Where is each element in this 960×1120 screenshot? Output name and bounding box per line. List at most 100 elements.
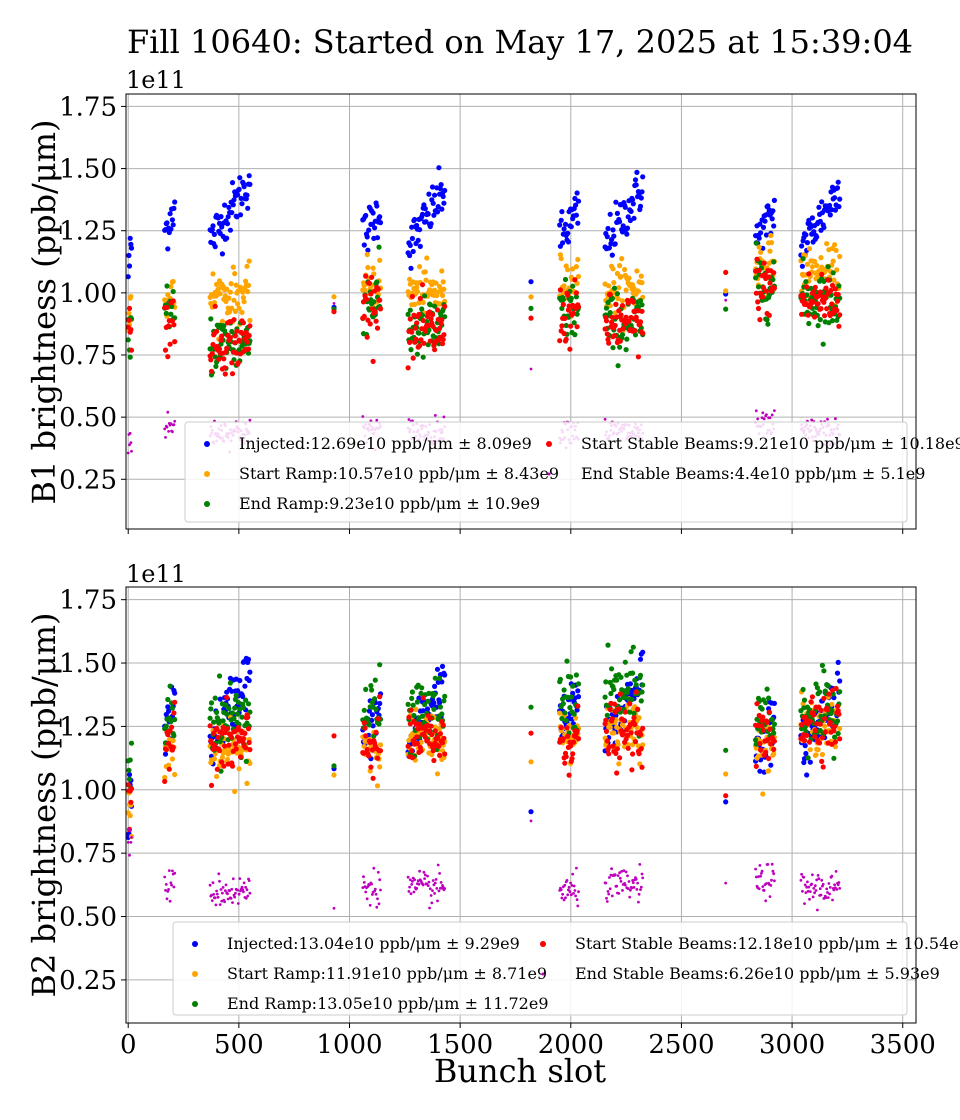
scatter-point [754, 409, 758, 413]
scatter-point [571, 320, 577, 326]
scatter-point [377, 220, 384, 226]
scatter-point [614, 270, 621, 277]
scatter-point [759, 874, 762, 878]
scatter-point [363, 733, 369, 739]
scatter-point [814, 889, 818, 892]
scatter-point [418, 337, 424, 343]
scatter-point [427, 880, 431, 884]
y-tick-label: 0.25 [59, 465, 117, 495]
scatter-point [822, 716, 828, 722]
scatter-point [237, 351, 244, 357]
scatter-point [362, 287, 368, 293]
legend-label: Injected:12.69e10 ppb/μm ± 8.09e9 [239, 434, 532, 453]
scatter-point [368, 764, 374, 770]
scatter-point [213, 363, 219, 369]
scatter-point [428, 723, 434, 729]
scatter-point [753, 290, 759, 296]
scatter-point [803, 279, 809, 285]
scatter-point [818, 255, 824, 261]
scatter-point [635, 308, 641, 314]
scatter-point [624, 336, 630, 342]
scatter-point [421, 883, 425, 887]
scatter-point [230, 264, 236, 270]
scatter-point [621, 889, 624, 892]
scatter-point [247, 669, 253, 675]
scatter-point [771, 270, 777, 276]
scatter-point [126, 767, 132, 773]
scatter-point [420, 317, 426, 324]
scatter-point [819, 893, 823, 897]
b2-offset-label: 1e11 [126, 560, 186, 588]
scatter-point [361, 415, 365, 418]
scatter-point [210, 893, 213, 897]
scatter-point [607, 310, 613, 316]
scatter-point [217, 738, 223, 745]
scatter-point [814, 685, 821, 691]
scatter-point [442, 751, 448, 757]
scatter-point [528, 294, 534, 300]
scatter-point [428, 221, 434, 227]
scatter-point [571, 711, 577, 717]
scatter-point [440, 279, 446, 285]
scatter-point [366, 708, 372, 714]
scatter-point [837, 196, 843, 202]
scatter-point [162, 347, 169, 353]
scatter-point [245, 346, 252, 352]
scatter-point [815, 323, 821, 329]
scatter-point [438, 182, 444, 188]
scatter-point [631, 881, 635, 884]
scatter-point [832, 207, 839, 213]
scatter-point [408, 885, 411, 889]
scatter-point [573, 294, 580, 300]
scatter-point [414, 734, 420, 740]
scatter-point [165, 897, 169, 901]
scatter-point [228, 734, 234, 740]
scatter-point [422, 328, 428, 334]
scatter-point [414, 699, 420, 705]
scatter-point [573, 715, 579, 721]
scatter-point [243, 278, 249, 284]
scatter-point [805, 885, 809, 889]
scatter-point [810, 882, 814, 886]
scatter-point [407, 307, 413, 313]
scatter-point [620, 223, 626, 229]
scatter-point [432, 724, 438, 730]
scatter-point [603, 417, 607, 421]
scatter-point [623, 287, 629, 293]
scatter-point [822, 313, 828, 319]
scatter-point [771, 869, 775, 873]
scatter-point [171, 869, 174, 873]
scatter-point [611, 333, 618, 339]
scatter-point [428, 316, 434, 322]
scatter-point [377, 662, 383, 668]
scatter-point [617, 263, 623, 269]
scatter-point [379, 888, 382, 892]
scatter-point [618, 274, 624, 280]
scatter-point [407, 242, 413, 248]
scatter-point [570, 739, 577, 745]
scatter-point [240, 885, 244, 889]
legend-label: End Stable Beams:6.26e10 ppb/μm ± 5.93e9 [575, 964, 940, 983]
scatter-point [214, 281, 220, 287]
scatter-point [208, 357, 214, 363]
scatter-point [563, 322, 569, 329]
scatter-point [377, 297, 383, 303]
scatter-point [172, 885, 176, 889]
scatter-point [245, 289, 251, 295]
scatter-point [224, 221, 231, 227]
scatter-point [162, 751, 169, 757]
scatter-point [763, 232, 770, 238]
scatter-point [577, 890, 580, 894]
scatter-point [618, 312, 624, 318]
scatter-point [235, 192, 241, 198]
scatter-point [816, 204, 822, 210]
scatter-point [163, 310, 169, 316]
scatter-point [761, 260, 767, 266]
scatter-point [376, 721, 382, 727]
scatter-point [370, 775, 376, 781]
scatter-point [616, 761, 622, 767]
scatter-point [212, 303, 218, 309]
scatter-point [616, 308, 622, 314]
scatter-point [568, 295, 574, 301]
scatter-point [427, 715, 433, 721]
